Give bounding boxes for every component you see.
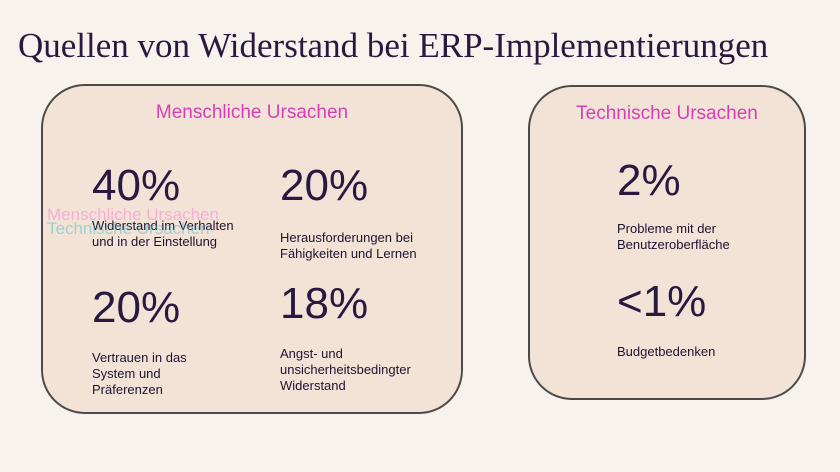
stat-label: Angst- und unsicherheitsbedingter Widers… <box>280 346 411 393</box>
technical-causes-heading: Technische Ursachen <box>576 103 758 124</box>
human-causes-panel: Menschliche Ursachen 40% Widerstand im V… <box>41 84 463 414</box>
stat-ui-problems: 2% Probleme mit der Benutzeroberfläche <box>617 159 777 253</box>
stat-value: 18% <box>280 279 369 328</box>
stat-value: <1% <box>617 277 707 326</box>
human-causes-heading: Menschliche Ursachen <box>155 102 349 123</box>
stat-value: 2% <box>617 156 681 205</box>
technical-causes-panel: Technische Ursachen 2% Probleme mit der … <box>528 85 806 400</box>
stat-label: Probleme mit der Benutzeroberfläche <box>617 221 730 252</box>
stat-fear: 18% Angst- und unsicherheitsbedingter Wi… <box>280 282 420 394</box>
slide-title: Quellen von Widerstand bei ERP-Implement… <box>18 26 769 65</box>
stat-budget: <1% Budgetbedenken <box>617 280 777 360</box>
stat-value: 20% <box>92 283 181 332</box>
stat-label: Budgetbedenken <box>617 344 716 359</box>
stat-label: Herausforderungen bei Fähigkeiten und Le… <box>280 230 417 261</box>
stat-label: Widerstand im Verhalten und in der Einst… <box>92 218 234 249</box>
stat-value: 20% <box>280 161 369 210</box>
stat-trust: 20% Vertrauen in das System und Präferen… <box>92 286 232 398</box>
stat-behavior: 40% Widerstand im Verhalten und in der E… <box>92 164 252 250</box>
stat-label: Vertrauen in das System und Präferenzen <box>92 350 187 397</box>
stat-value: 40% <box>92 161 181 210</box>
stat-skills: 20% Herausforderungen bei Fähigkeiten un… <box>280 164 450 262</box>
